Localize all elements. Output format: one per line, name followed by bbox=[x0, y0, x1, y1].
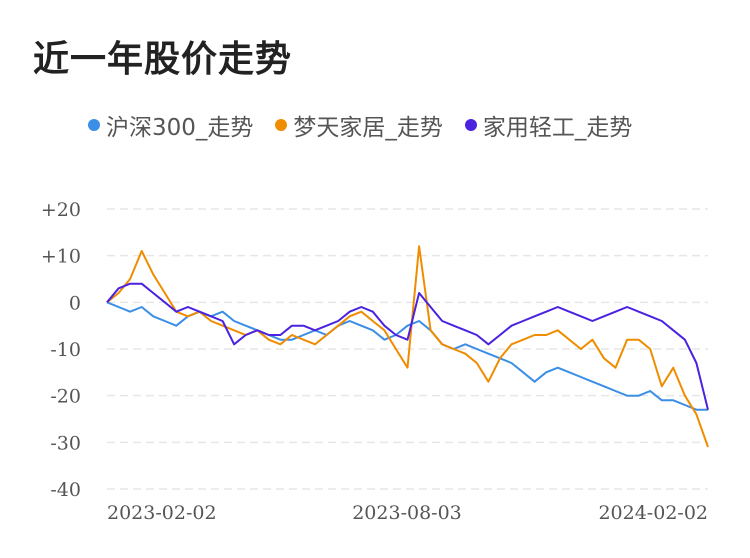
chart-title: 近一年股价走势 bbox=[33, 39, 293, 80]
series-lines bbox=[106, 245, 709, 448]
y-tick-label: -30 bbox=[50, 432, 81, 454]
legend-dot-mengtian bbox=[275, 119, 288, 131]
chart-legend: 沪深300_走势 梦天家居_走势 家用轻工_走势 bbox=[88, 108, 632, 142]
series-line-0 bbox=[106, 301, 708, 411]
x-tick-label: 2023-08-03 bbox=[352, 502, 462, 524]
y-tick-label: 0 bbox=[69, 292, 81, 314]
x-axis-ticks: 2023-02-02 2023-08-03 2024-02-02 bbox=[107, 502, 708, 524]
legend-dot-jiayong bbox=[464, 119, 477, 131]
y-tick-label: -40 bbox=[50, 479, 81, 501]
legend-item-jiayong[interactable]: 家用轻工_走势 bbox=[464, 108, 633, 142]
legend-label-hs300: 沪深300_走势 bbox=[106, 115, 254, 141]
grid-lines bbox=[107, 208, 708, 490]
y-tick-label: -10 bbox=[50, 339, 81, 361]
series-line-2 bbox=[106, 282, 709, 410]
legend-label-mengtian: 梦天家居_走势 bbox=[293, 115, 443, 141]
x-tick-label: 2024-02-02 bbox=[598, 502, 708, 524]
legend-label-jiayong: 家用轻工_走势 bbox=[482, 115, 633, 141]
y-tick-label: -20 bbox=[50, 386, 81, 408]
series-line-1 bbox=[106, 245, 709, 448]
y-tick-label: +10 bbox=[41, 246, 81, 268]
legend-item-hs300[interactable]: 沪深300_走势 bbox=[88, 108, 253, 142]
x-tick-label: 2023-02-02 bbox=[107, 502, 217, 524]
y-tick-label: +20 bbox=[41, 199, 81, 221]
legend-item-mengtian[interactable]: 梦天家居_走势 bbox=[275, 108, 443, 142]
y-axis-ticks: +20 +10 0 -10 -20 -30 -40 bbox=[41, 199, 81, 501]
legend-dot-hs300 bbox=[88, 119, 100, 131]
